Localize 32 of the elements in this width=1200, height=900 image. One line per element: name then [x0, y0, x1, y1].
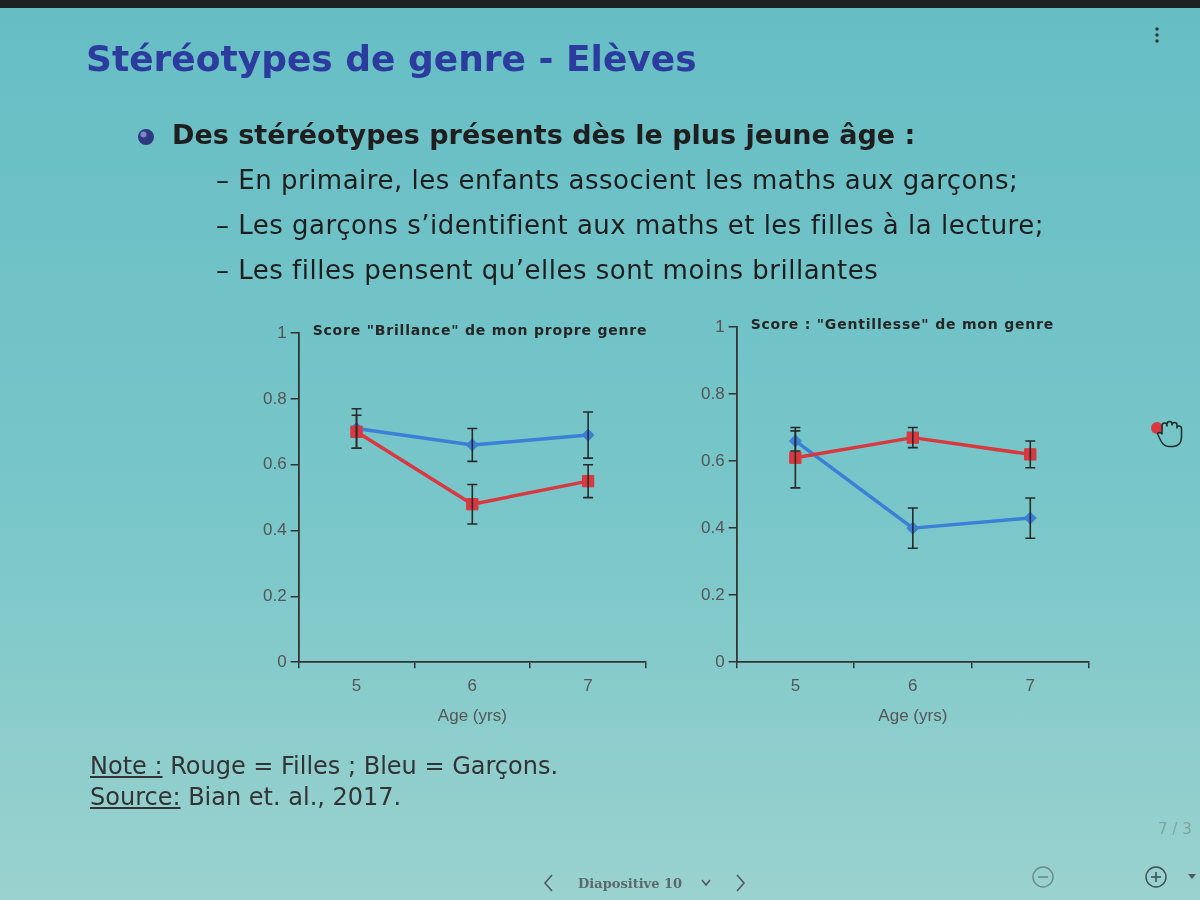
text: Note : Rouge = Filles ; Bleu = Garçons.	[90, 752, 559, 780]
x-tick-label: 6	[467, 676, 478, 696]
point	[789, 451, 802, 464]
x-tick-label: 5	[790, 676, 801, 696]
source-note: Source: Bian et. al., 2017.	[90, 783, 402, 811]
y-tick-label: 0.6	[700, 450, 725, 470]
y-tick-label: 0.8	[700, 383, 725, 403]
x-tick-label: 6	[908, 676, 918, 696]
y-tick-label: 0.8	[262, 388, 287, 408]
chart-title: Score : "Gentillesse" de mon genre	[750, 315, 1055, 332]
text: – En primaire, les enfants associent les maths aux garçons;	[216, 165, 1019, 195]
y-tick-label: 1	[277, 322, 287, 342]
y-tick-label: 1	[715, 316, 725, 336]
y-tick-label: 0.4	[262, 520, 287, 540]
x-axis-title: Age (yrs)	[437, 706, 507, 726]
point	[466, 498, 479, 511]
y-tick-label: 0.2	[700, 584, 725, 604]
y-tick-label: 0.4	[700, 517, 725, 537]
x-tick-label: 7	[1025, 676, 1036, 696]
text: – Les garçons s’identifient aux maths et les filles à la lecture;	[216, 210, 1044, 240]
x-tick-label: 7	[583, 676, 593, 696]
x-axis-title: Age (yrs)	[878, 706, 948, 726]
y-tick-label: 0.6	[262, 454, 287, 474]
y-tick-label: 0	[277, 651, 287, 671]
x-tick-label: 5	[351, 676, 362, 696]
text: – Les filles pensent qu’elles sont moins brillantes	[216, 255, 879, 285]
y-tick-label: 0.2	[262, 586, 287, 606]
text: Stéréotypes de genre - Elèves	[86, 38, 697, 79]
y-tick-label: 0	[715, 651, 725, 671]
text: Diapositive 10	[578, 876, 683, 891]
text: Des stéréotypes présents dès le plus jeune âge :	[172, 119, 916, 150]
chart-title: Score "Brillance" de mon propre genre	[312, 321, 648, 338]
